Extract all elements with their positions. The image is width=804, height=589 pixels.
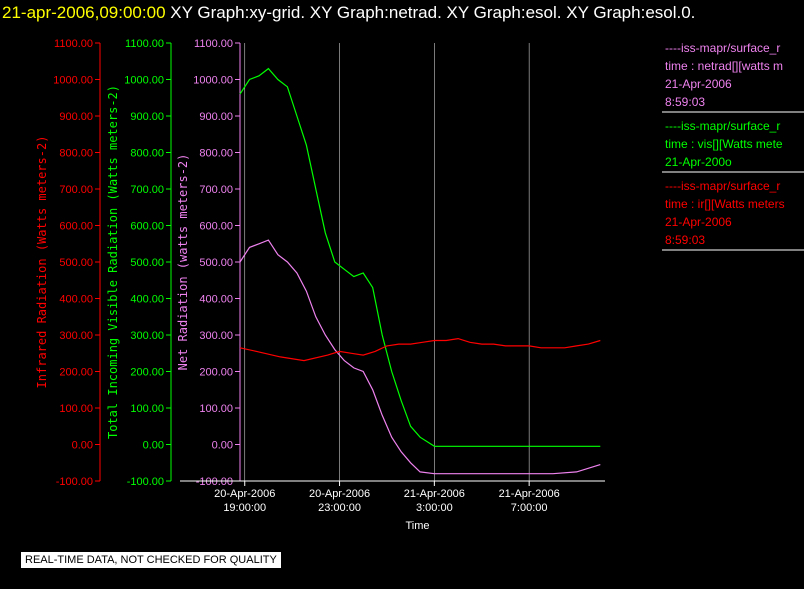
net-y-tick-label: 0.00 <box>212 440 233 452</box>
vis-y-tick-label: 300.00 <box>130 330 164 342</box>
vis-y-tick-label: 1000.00 <box>124 75 164 87</box>
net-y-tick-label: 300.00 <box>199 330 233 342</box>
legend-entry-2-line: time : vis[][Watts mete <box>665 137 783 151</box>
x-tick-time: 23:00:00 <box>318 502 361 514</box>
vis-y-tick-label: 200.00 <box>130 367 164 379</box>
net-y-tick-label: 200.00 <box>199 367 233 379</box>
graph-title-3: XY Graph:esol. <box>446 3 562 22</box>
legend-entry-2-line: 21-Apr-200o <box>665 155 732 169</box>
ir-y-tick-label: 400.00 <box>59 294 93 306</box>
net-y-tick-label: 400.00 <box>199 294 233 306</box>
net-y-axis-label: Net Radiation (watts meters-2) <box>176 154 190 371</box>
vis-series-line <box>239 67 601 447</box>
vis-y-tick-label: 500.00 <box>130 257 164 269</box>
ir-y-tick-label: 900.00 <box>59 111 93 123</box>
net-y-tick-label: 1100.00 <box>194 38 233 50</box>
x-tick-date: 21-Apr-2006 <box>404 488 465 500</box>
vis-y-tick-label: 1100.00 <box>125 38 164 50</box>
ir-y-tick-label: -100.00 <box>56 476 93 488</box>
legend-entry-1-line: 8:59:03 <box>665 95 705 109</box>
net-y-tick-label: -100.00 <box>196 476 233 488</box>
ir-y-tick-label: 600.00 <box>59 221 93 233</box>
graph-title-2: XY Graph:netrad. <box>309 3 442 22</box>
timestamp: 21-apr-2006,09:00:00 <box>2 3 166 22</box>
ir-y-tick-label: 200.00 <box>59 367 93 379</box>
vis-y-tick-label: 600.00 <box>130 221 164 233</box>
legend-entry-3-line: 8:59:03 <box>665 233 705 247</box>
vis-y-tick-label: 100.00 <box>130 403 164 415</box>
legend-entry-1-line: time : netrad[][watts m <box>665 59 783 73</box>
net-y-tick-label: 600.00 <box>199 221 233 233</box>
ir-y-tick-label: 300.00 <box>59 330 93 342</box>
net-y-tick-label: 800.00 <box>199 148 233 160</box>
vis-y-tick-label: -100.00 <box>127 476 164 488</box>
x-tick-date: 20-Apr-2006 <box>214 488 275 500</box>
x-tick-time: 7:00:00 <box>511 502 548 514</box>
legend-entry-1-line: ----iss-mapr/surface_r <box>665 41 780 55</box>
ir-y-tick-label: 800.00 <box>59 148 93 160</box>
net-y-tick-label: 500.00 <box>199 257 233 269</box>
ir-y-tick-label: 1100.00 <box>54 38 93 50</box>
ir-series-line <box>239 337 601 362</box>
vis-y-tick-label: 700.00 <box>130 184 164 196</box>
quality-notice: REAL-TIME DATA, NOT CHECKED FOR QUALITY <box>20 551 282 569</box>
title-bar: 21-apr-2006,09:00:00 XY Graph:xy-grid. X… <box>0 0 804 26</box>
net-y-tick-label: 900.00 <box>199 111 233 123</box>
legend-entry-3-line: time : ir[][Watts meters <box>665 197 785 211</box>
x-tick-date: 21-Apr-2006 <box>499 488 560 500</box>
legend-entry-2-line: ----iss-mapr/surface_r <box>665 119 780 133</box>
vis-y-tick-label: 900.00 <box>130 111 164 123</box>
ir-y-tick-label: 0.00 <box>72 440 93 452</box>
x-tick-time: 3:00:00 <box>416 502 453 514</box>
vis-y-tick-label: 400.00 <box>130 294 164 306</box>
x-axis-label: Time <box>405 520 429 532</box>
net-y-tick-label: 1000.00 <box>193 75 233 87</box>
graph-title-1: XY Graph:xy-grid. <box>170 3 306 22</box>
graph-title-4: XY Graph:esol.0. <box>566 3 696 22</box>
ir-y-tick-label: 1000.00 <box>53 75 93 87</box>
net-series-line <box>239 239 601 475</box>
ir-y-tick-label: 500.00 <box>59 257 93 269</box>
legend-entry-3-line: ----iss-mapr/surface_r <box>665 179 780 193</box>
net-y-tick-label: 100.00 <box>199 403 233 415</box>
vis-y-tick-label: 0.00 <box>143 440 164 452</box>
ir-y-tick-label: 100.00 <box>59 403 93 415</box>
net-y-tick-label: 700.00 <box>199 184 233 196</box>
vis-y-tick-label: 800.00 <box>130 148 164 160</box>
ir-y-tick-label: 700.00 <box>59 184 93 196</box>
x-tick-date: 20-Apr-2006 <box>309 488 370 500</box>
x-tick-time: 19:00:00 <box>223 502 266 514</box>
legend-entry-1-line: 21-Apr-2006 <box>665 77 732 91</box>
ir-y-axis-label: Infrared Radiation (Watts meters-2) <box>35 136 49 389</box>
legend-entry-3-line: 21-Apr-2006 <box>665 215 732 229</box>
vis-y-axis-label: Total Incoming Visible Radiation (Watts … <box>106 85 120 439</box>
